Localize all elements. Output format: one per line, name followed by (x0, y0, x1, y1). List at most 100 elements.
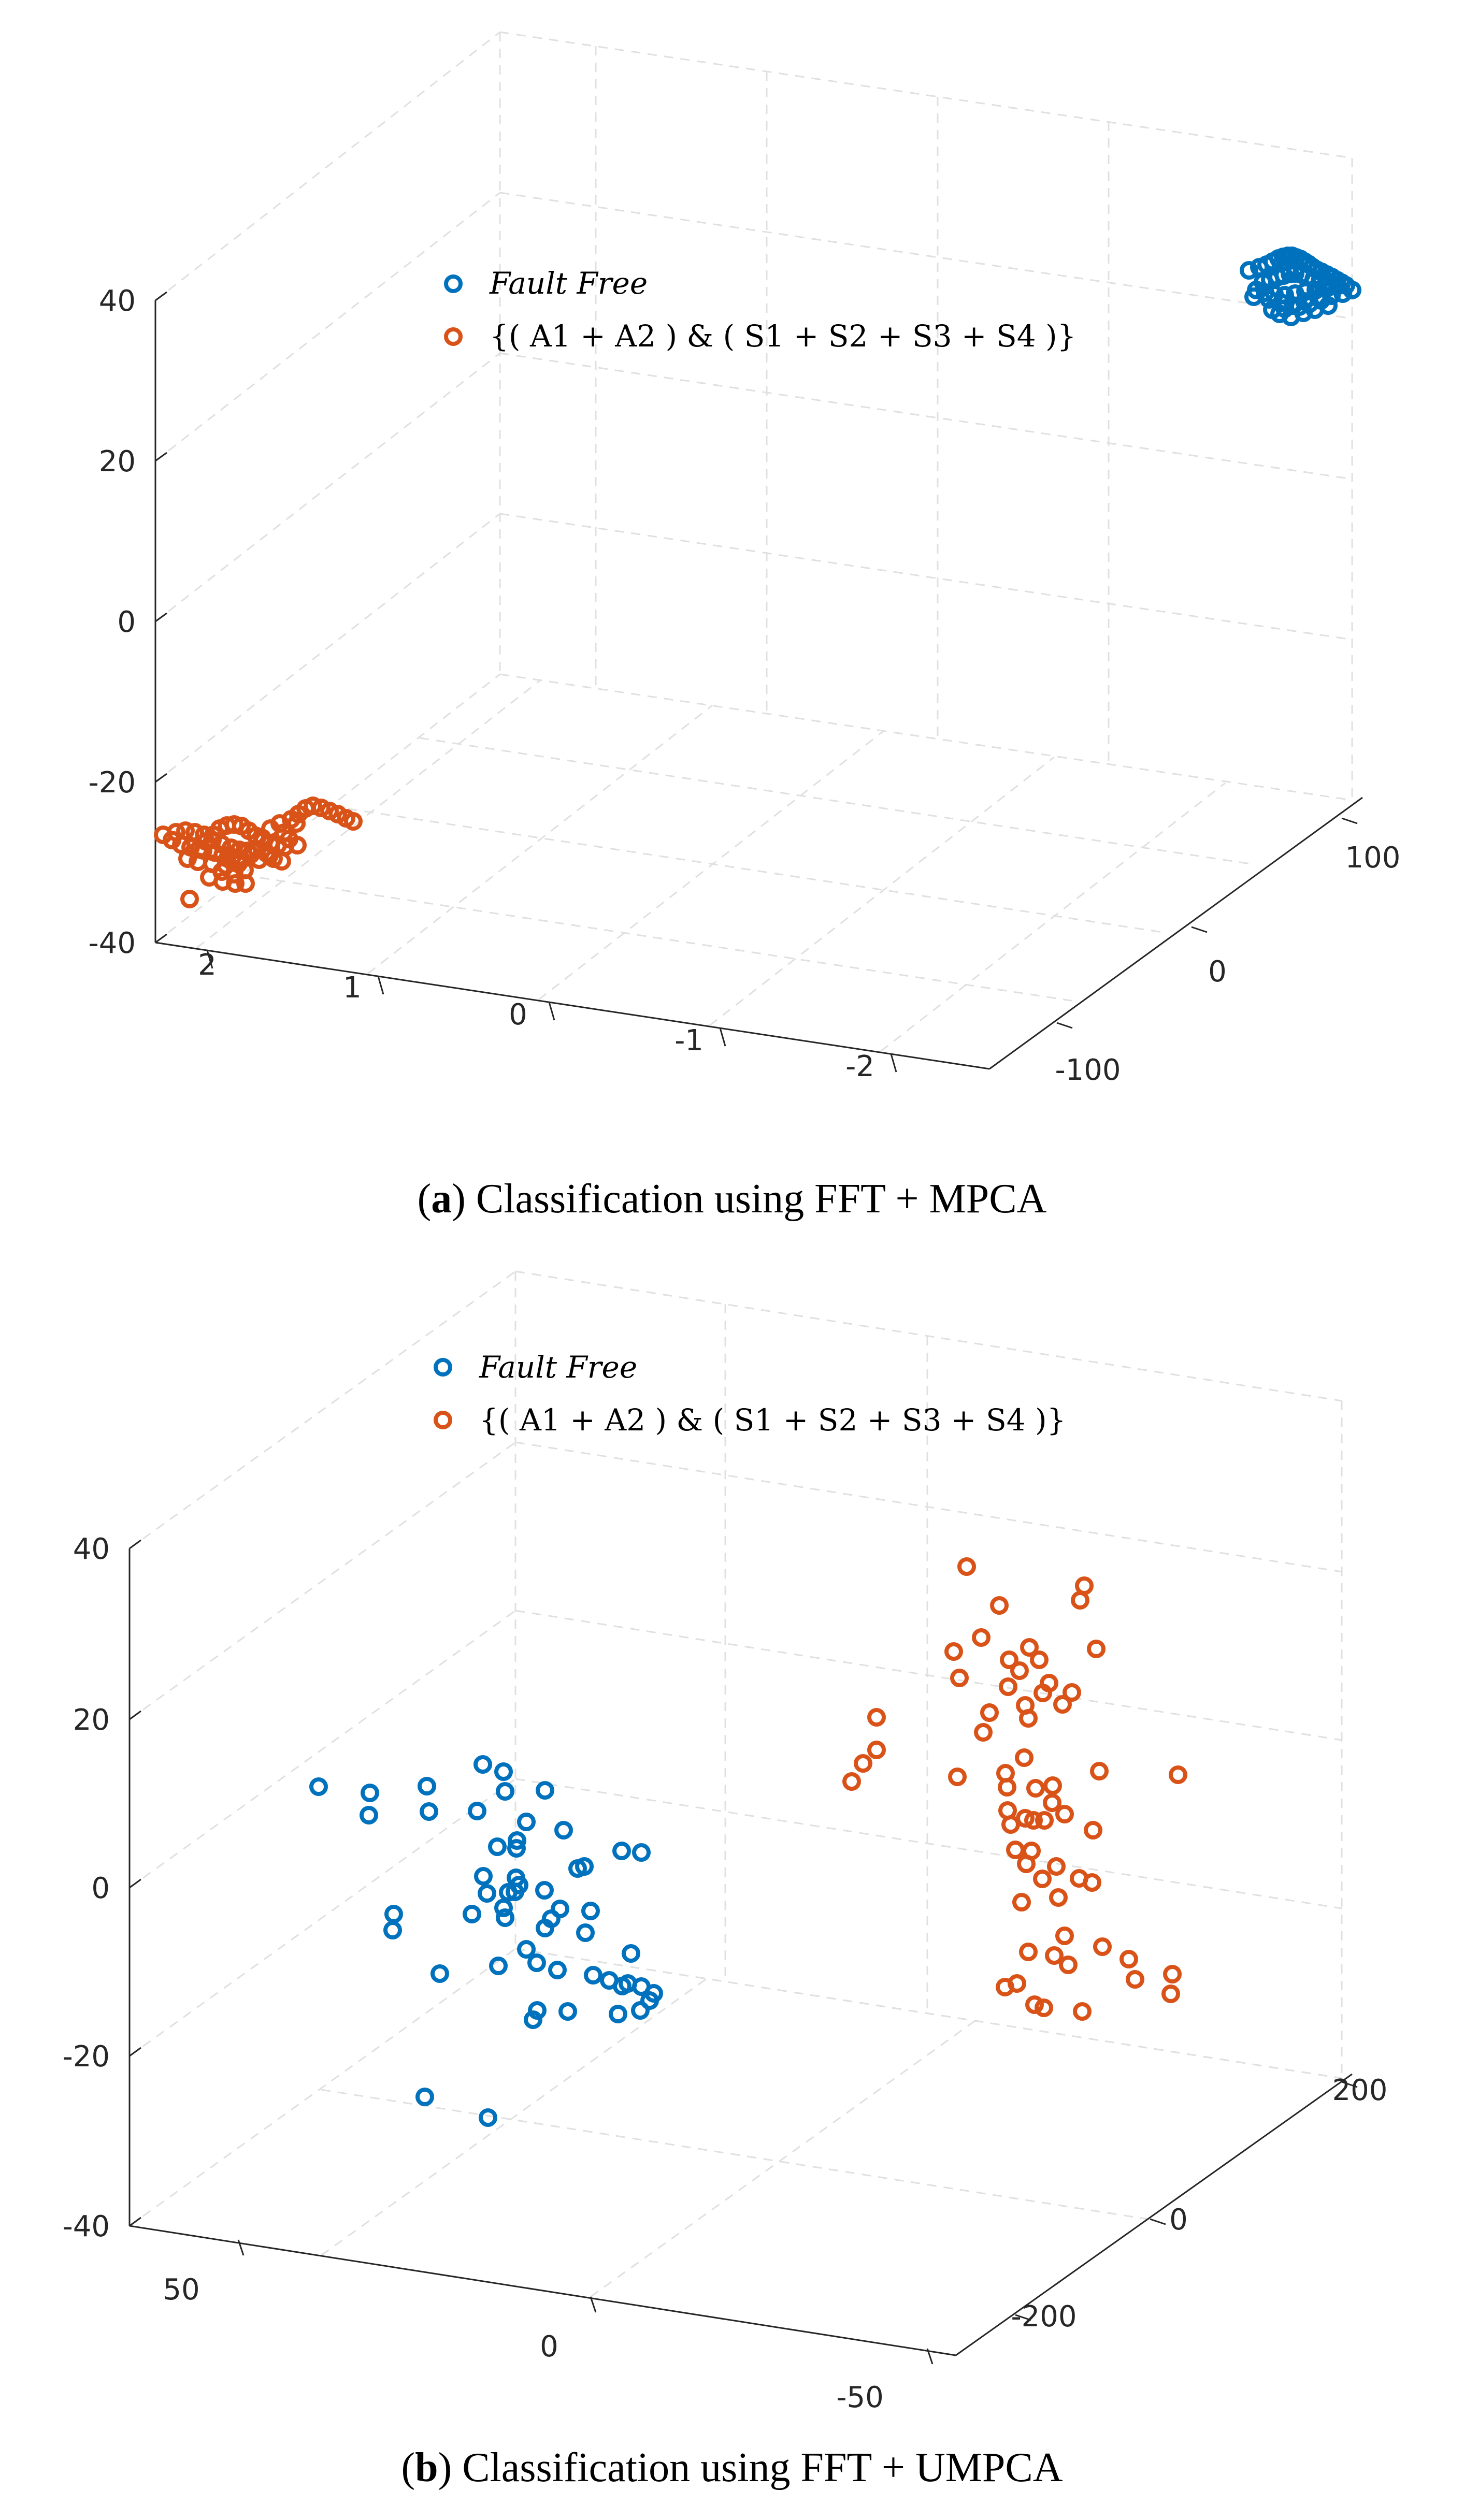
point-fault (1071, 1591, 1089, 1610)
point-fault-free (622, 1944, 640, 1963)
caption-b: (b) Classification using FFT + UMPCA (401, 2445, 1063, 2490)
point-fault-free (581, 1902, 600, 1920)
z-tick-mark (155, 291, 167, 301)
point-fault-free (478, 1884, 496, 1903)
point-fault (1049, 1888, 1068, 1907)
caption-b-letter: b (415, 2445, 438, 2490)
chart-a-svg: 40 20 0 -20 -40 2 1 0 -1 -2 100 0 -100 Fault Free … (89, 31, 1400, 1087)
point-fault-free (468, 1802, 486, 1820)
point-fault (272, 852, 291, 871)
point-fault-free (474, 1867, 493, 1886)
legend-marker-fault-free (444, 274, 463, 293)
point-fault-free (494, 1762, 513, 1781)
point-fault (1030, 1650, 1049, 1669)
point-fault (867, 1708, 886, 1727)
point-fault-free (535, 1881, 554, 1900)
point-fault-free (479, 2108, 497, 2127)
z-tick-label: 20 (99, 445, 136, 479)
point-fault-free (612, 1842, 631, 1860)
chart-a-x-ticks: 2 1 0 -1 -2 (198, 948, 897, 1083)
chart-a-grid (155, 31, 1353, 1070)
point-fault (288, 836, 307, 855)
point-fault (185, 823, 204, 842)
point-fault (1019, 1943, 1038, 1961)
point-fault (1063, 1683, 1081, 1702)
point-fault (1043, 1793, 1061, 1812)
point-fault (1020, 1638, 1039, 1657)
legend-label-fault-free: Fault Free (479, 1350, 637, 1385)
y-tick-mark (1150, 2218, 1166, 2225)
point-fault (1034, 1684, 1052, 1702)
x-tick-label: -2 (845, 1050, 874, 1083)
point-fault-free (499, 1883, 518, 1902)
x-tick-label: -50 (836, 2381, 883, 2414)
x-tick-mark (890, 1053, 897, 1073)
x-tick-mark (926, 2348, 934, 2365)
x-tick-mark (377, 976, 384, 995)
point-fault-free (1319, 296, 1338, 315)
point-fault (996, 1978, 1014, 1996)
legend-marker-fault (444, 327, 463, 346)
point-fault-free (609, 2005, 627, 2023)
point-fault-free (496, 1782, 514, 1801)
point-fault-free (415, 2088, 434, 2106)
point-fault (205, 843, 224, 862)
chart-a-y-ticks: 100 0 -100 (1055, 817, 1400, 1087)
y-tick-label: 200 (1332, 2074, 1388, 2107)
x-tick-label: 1 (343, 971, 362, 1005)
point-fault-free (1333, 284, 1352, 303)
point-fault (1163, 1965, 1182, 1983)
legend-label-fault-free: Fault Free (489, 266, 648, 301)
point-fault (1053, 1695, 1072, 1714)
point-fault-free (528, 2001, 547, 2020)
z-tick-mark (129, 1710, 141, 1720)
chart-b-points (309, 1557, 1187, 2127)
point-fault (1010, 1661, 1029, 1680)
z-tick-label: -20 (89, 766, 136, 800)
point-fault (1035, 1998, 1053, 2017)
y-tick-label: 0 (1208, 955, 1227, 989)
chart-panel-a: 40 20 0 -20 -40 2 1 0 -1 -2 100 0 -100 Fault Free … (0, 0, 1464, 1258)
chart-b-axes (128, 1548, 1353, 2356)
point-fault (867, 1741, 886, 1759)
point-fault-free (1294, 303, 1313, 322)
y-tick-mark (1015, 2314, 1031, 2321)
point-fault-free (631, 2001, 650, 2020)
x-tick-mark (590, 2296, 597, 2313)
point-fault (1033, 1870, 1052, 1888)
x-tick-mark (719, 1027, 726, 1047)
point-fault (1073, 2002, 1092, 2021)
point-fault (1025, 1995, 1044, 2014)
point-fault-free (430, 1964, 449, 1983)
z-tick-mark (129, 2047, 141, 2057)
x-tick-label: 2 (198, 948, 217, 982)
point-fault-free (508, 1831, 526, 1850)
point-fault (1026, 1779, 1045, 1798)
point-fault-free (420, 1802, 438, 1821)
y-tick-mark (1341, 2081, 1358, 2088)
chart-a-points (154, 247, 1361, 908)
point-fault (1119, 1950, 1138, 1968)
point-fault (1006, 1841, 1025, 1859)
legend-label-fault: {( A1 + A2 ) & ( S1 + S2 + S3 + S4 )} (490, 318, 1077, 354)
y-tick-label: -200 (1011, 2300, 1077, 2334)
point-fault-free (361, 1784, 379, 1802)
x-tick-label: -1 (674, 1024, 704, 1058)
point-fault (944, 1642, 963, 1661)
y-tick-label: 0 (1169, 2203, 1188, 2237)
point-fault-free (488, 1837, 507, 1856)
point-fault (1075, 1576, 1094, 1595)
point-fault-free (548, 1961, 567, 1979)
point-fault-free (1343, 281, 1361, 299)
x-tick-label: 0 (540, 2330, 558, 2364)
caption-a-text: Classification using FFT + MPCA (465, 1176, 1047, 1222)
point-fault-free (1240, 261, 1258, 280)
point-fault (1001, 1815, 1020, 1834)
x-tick-label: 50 (163, 2273, 199, 2307)
point-fault (974, 1723, 993, 1742)
z-tick-mark (129, 1539, 141, 1549)
point-fault (1015, 1748, 1034, 1767)
point-fault (1083, 1873, 1101, 1892)
x-tick-mark (548, 1002, 555, 1021)
point-fault (1169, 1765, 1187, 1784)
